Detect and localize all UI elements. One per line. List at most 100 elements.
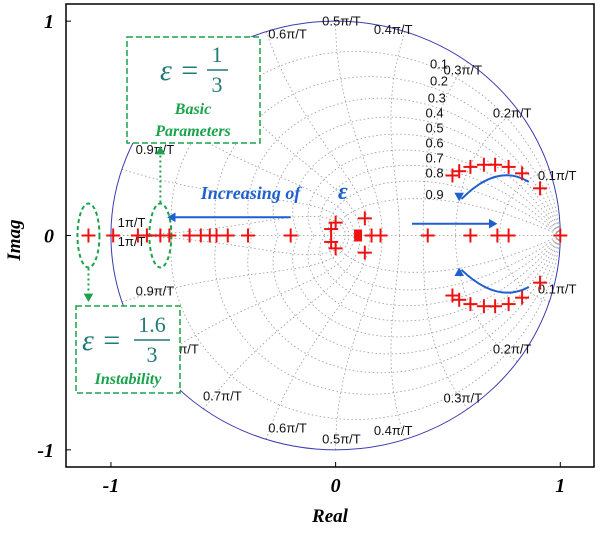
wn-curve-upper bbox=[422, 61, 468, 236]
zeta-curve-lower bbox=[292, 235, 561, 338]
wn-curve-upper bbox=[390, 31, 406, 236]
increasing-arrowhead-left bbox=[167, 212, 176, 223]
zeta-curve-upper bbox=[214, 76, 561, 236]
wn-curve-upper bbox=[335, 21, 383, 236]
instability-eq-denominator: 3 bbox=[147, 342, 158, 367]
wn-curve-lower bbox=[153, 235, 355, 362]
curved-arrowhead-upper bbox=[454, 192, 464, 202]
wn-curve-lower bbox=[390, 235, 406, 440]
pole-marker bbox=[357, 211, 372, 226]
pole-marker bbox=[452, 292, 467, 307]
grid-layer bbox=[110, 20, 561, 451]
pole-marker bbox=[283, 228, 298, 243]
marker-layer bbox=[81, 157, 568, 314]
basic-parameters-box bbox=[126, 36, 261, 144]
basic-connector-head bbox=[155, 146, 166, 155]
basic-label-line1: Basic bbox=[174, 101, 211, 118]
pole-marker bbox=[162, 228, 177, 243]
wn-curve-upper bbox=[153, 109, 355, 236]
pole-marker bbox=[501, 159, 516, 174]
zeta-label: 0.1 bbox=[430, 56, 448, 71]
wn-curve-lower bbox=[121, 235, 350, 303]
y-axis-title: Imag bbox=[4, 219, 25, 261]
wn-label: 0.1π/T bbox=[538, 281, 577, 296]
y-tick-label: 1 bbox=[44, 11, 54, 33]
pole-marker bbox=[81, 228, 96, 243]
zeta-curve-upper bbox=[292, 133, 561, 236]
zeta-label: 0.7 bbox=[425, 151, 443, 166]
wn-label: 0.5π/T bbox=[322, 13, 361, 28]
pole-marker bbox=[373, 228, 388, 243]
zeta-label: 0.5 bbox=[425, 121, 443, 136]
basic-eq-denominator: 3 bbox=[212, 72, 223, 97]
y-tick-label: 0 bbox=[44, 226, 54, 248]
wn-label: 0.2π/T bbox=[493, 106, 532, 121]
wn-curve-upper bbox=[121, 168, 350, 236]
pole-marker bbox=[515, 290, 530, 305]
pole-marker bbox=[139, 228, 154, 243]
wn-label: π/T bbox=[178, 341, 199, 356]
zeta-label: 0.9 bbox=[425, 187, 443, 202]
zeta-curve-upper bbox=[247, 97, 561, 236]
wn-label: 0.9π/T bbox=[136, 142, 175, 157]
instability-ellipse bbox=[76, 202, 101, 269]
pole-marker bbox=[501, 297, 516, 312]
pole-marker bbox=[452, 164, 467, 179]
zeta-curve-upper bbox=[319, 164, 561, 236]
zeta-curve-lower bbox=[170, 235, 561, 420]
y-tick-label: -1 bbox=[37, 440, 54, 462]
pole-marker bbox=[463, 228, 478, 243]
basic-eq-lhs: ε = bbox=[160, 54, 200, 87]
zeta-curve-lower bbox=[307, 235, 561, 322]
x-tick-label: 1 bbox=[555, 475, 565, 497]
pole-marker bbox=[515, 166, 530, 181]
wn-label: 0.1π/T bbox=[538, 168, 577, 183]
pole-marker bbox=[328, 241, 343, 256]
wn-label: 0.9π/T bbox=[136, 284, 175, 299]
wn-label: 0.7π/T bbox=[203, 389, 242, 404]
wn-label: 0.2π/T bbox=[493, 341, 532, 356]
curved-arrowhead-lower bbox=[454, 267, 464, 277]
x-tick-label: 0 bbox=[331, 475, 341, 497]
zeta-label: 0.4 bbox=[425, 106, 443, 121]
increasing-label: Increasing of bbox=[200, 183, 303, 203]
wn-label: 0.3π/T bbox=[443, 391, 482, 406]
pole-marker bbox=[328, 215, 343, 230]
pole-marker bbox=[533, 181, 548, 196]
instability-eq-numerator: 1.6 bbox=[138, 312, 166, 337]
wn-label: 0.3π/T bbox=[443, 63, 482, 78]
instability-connector-head bbox=[83, 293, 94, 302]
wn-curve-lower bbox=[265, 235, 371, 440]
pole-marker bbox=[488, 157, 503, 172]
basic-eq-numerator: 1 bbox=[212, 42, 223, 67]
zeta-curve-lower bbox=[333, 235, 561, 273]
wn-curve-lower bbox=[335, 235, 383, 450]
wn-label: 0.5π/T bbox=[322, 431, 361, 446]
pole-marker bbox=[463, 297, 478, 312]
zeta-curve-upper bbox=[170, 51, 561, 236]
pole-marker bbox=[357, 245, 372, 260]
grid-label-layer: 0.1 0.2 0.30.40.50.60.70.8 0.9 0.1π/T 0.2π/T 0… bbox=[118, 13, 577, 446]
instability-eq-lhs: ε = bbox=[82, 324, 122, 357]
zeta-label: 0.8 bbox=[425, 166, 443, 181]
wn-label: 0.6π/T bbox=[268, 26, 307, 41]
zeta-curve-lower bbox=[214, 235, 561, 395]
wn-label: 0.4π/T bbox=[374, 22, 413, 37]
zeta-label: 0.3 bbox=[428, 91, 446, 106]
zeta-label: 0.6 bbox=[425, 136, 443, 151]
wn-label: 0.4π/T bbox=[374, 423, 413, 438]
zeta-label: 0.2 bbox=[430, 73, 448, 88]
basic-label-line2: Parameters bbox=[154, 123, 231, 140]
tick-layer: -1 0 1 1 0 -1 bbox=[37, 11, 565, 497]
highlight-marker bbox=[354, 229, 363, 242]
zeta-curve-lower bbox=[319, 235, 561, 307]
instability-label: Instability bbox=[94, 371, 163, 388]
wn-curve-upper bbox=[265, 31, 371, 236]
pole-marker bbox=[488, 299, 503, 314]
increasing-arrowhead-right bbox=[488, 218, 498, 229]
wn-label: 0.6π/T bbox=[268, 421, 307, 436]
pole-marker bbox=[240, 228, 255, 243]
pole-marker bbox=[220, 228, 235, 243]
